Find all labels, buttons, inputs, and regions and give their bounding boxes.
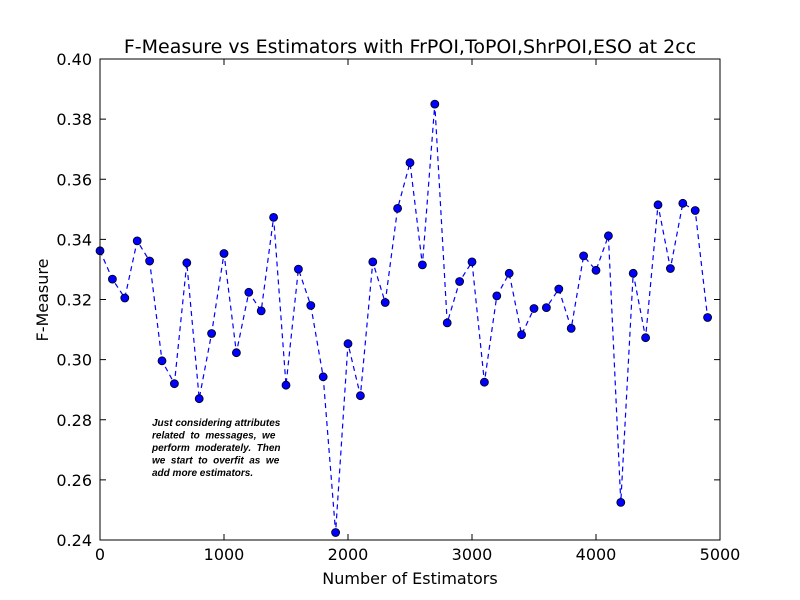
chart-title: F-Measure vs Estimators with FrPOI,ToPOI…	[124, 36, 696, 58]
data-point	[169, 379, 179, 389]
annotation: Just considering attributes related to me…	[151, 418, 281, 479]
data-point	[355, 391, 365, 401]
data-point	[604, 231, 613, 241]
data-point	[653, 200, 663, 210]
data-point	[554, 284, 564, 294]
x-tick-label: 4000	[576, 545, 617, 564]
data-point	[132, 236, 142, 246]
data-point	[641, 333, 650, 343]
data-point	[467, 257, 477, 267]
x-tick-label: 1000	[204, 545, 245, 564]
series-line	[99, 104, 709, 533]
x-tick-label: 3000	[452, 545, 493, 564]
series-f-measure	[95, 99, 712, 537]
plot-area	[100, 59, 720, 540]
data-point	[703, 313, 712, 322]
x-axis-label: Number of Estimators	[322, 569, 497, 588]
data-point	[616, 497, 626, 507]
data-point	[542, 303, 551, 313]
annotation-line: Just considering attributes	[152, 418, 281, 429]
annotation-line: add more estimators.	[152, 468, 253, 479]
data-point	[269, 212, 279, 222]
data-point	[194, 394, 204, 404]
annotation-line: we start to overfit as we	[152, 456, 280, 467]
data-point	[678, 198, 688, 208]
data-point	[145, 256, 155, 266]
y-axis-label: F-Measure	[33, 259, 52, 342]
annotation-line: perform moderately. Then	[151, 443, 281, 454]
y-tick-label: 0.36	[56, 170, 92, 189]
data-point	[120, 293, 130, 303]
data-point	[318, 372, 328, 382]
data-point	[690, 206, 700, 215]
data-point	[281, 380, 291, 390]
data-point	[442, 318, 452, 328]
y-tick-label: 0.34	[56, 230, 92, 249]
annotation-line: related to messages, we	[152, 431, 276, 442]
data-point	[182, 258, 192, 268]
data-point	[244, 287, 254, 297]
data-point	[108, 274, 117, 284]
data-point	[380, 298, 390, 307]
data-point	[207, 329, 217, 338]
data-point	[405, 158, 415, 168]
data-point	[591, 265, 601, 275]
y-tick-label: 0.32	[56, 291, 92, 310]
data-point	[417, 260, 427, 270]
data-point	[579, 251, 588, 261]
x-tick-label: 2000	[328, 545, 369, 564]
data-point	[368, 257, 378, 267]
data-point	[393, 203, 403, 213]
data-point	[430, 99, 440, 109]
data-point	[517, 330, 526, 340]
data-point	[566, 323, 576, 333]
ticks-layer: 0 1000 2000 3000 4000 5000 0.24 0.26 0.28 0.30 0.3…	[56, 50, 740, 564]
data-point	[231, 348, 241, 358]
data-point	[492, 291, 502, 301]
x-tick-label: 5000	[700, 545, 741, 564]
data-point	[293, 264, 303, 274]
data-point	[628, 268, 638, 278]
data-point	[219, 249, 229, 258]
data-point	[331, 528, 341, 537]
x-tick-label: 0	[95, 545, 105, 564]
data-point	[157, 356, 167, 366]
data-point	[666, 264, 675, 273]
y-tick-label: 0.40	[56, 50, 92, 69]
y-tick-label: 0.30	[56, 351, 92, 370]
y-tick-label: 0.28	[56, 411, 92, 430]
data-point	[504, 268, 514, 278]
y-tick-label: 0.24	[56, 531, 92, 550]
data-point	[529, 304, 539, 313]
data-point	[306, 301, 316, 310]
y-tick-label: 0.38	[56, 110, 92, 129]
data-point	[479, 377, 489, 387]
data-point	[455, 277, 465, 286]
data-point	[343, 339, 353, 349]
data-point	[256, 306, 266, 316]
plot-frame	[99, 58, 721, 541]
y-tick-label: 0.26	[56, 471, 92, 490]
